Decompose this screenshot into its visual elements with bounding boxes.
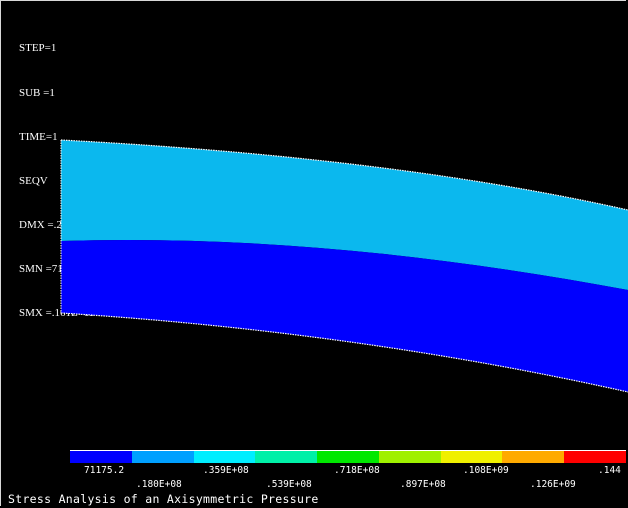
legend-label: .144: [598, 465, 621, 476]
model-top-edge: [60, 139, 628, 211]
legend-swatch: [564, 451, 627, 463]
substep-label: SUB =1: [19, 86, 55, 99]
legend-label: .359E+08: [203, 465, 249, 476]
legend-swatch: [131, 451, 194, 463]
time-label: TIME=1: [19, 130, 58, 143]
legend-label: 71175.2: [84, 465, 125, 476]
step-label: STEP=1: [19, 42, 57, 55]
legend-swatch: [502, 451, 565, 463]
contour-legend-bar: [70, 451, 627, 463]
legend-label: .108E+09: [463, 465, 509, 476]
legend-swatch: [193, 451, 256, 463]
legend-swatch: [255, 451, 318, 463]
legend-swatch: [378, 451, 441, 463]
legend-label: .718E+08: [334, 465, 380, 476]
legend-label: .126E+09: [530, 479, 576, 490]
legend-label: .897E+08: [400, 479, 446, 490]
legend-swatch: [440, 451, 503, 463]
plot-title: Stress Analysis of an Axisymmetric Press…: [8, 492, 319, 506]
upper-stress-band: [61, 140, 628, 290]
lower-stress-band: [61, 239, 628, 392]
legend-swatch: [317, 451, 379, 463]
legend-label: .539E+08: [266, 479, 312, 490]
legend-label: .180E+08: [136, 479, 182, 490]
model-bottom-edge: [60, 312, 628, 393]
legend-swatch: [70, 451, 132, 463]
